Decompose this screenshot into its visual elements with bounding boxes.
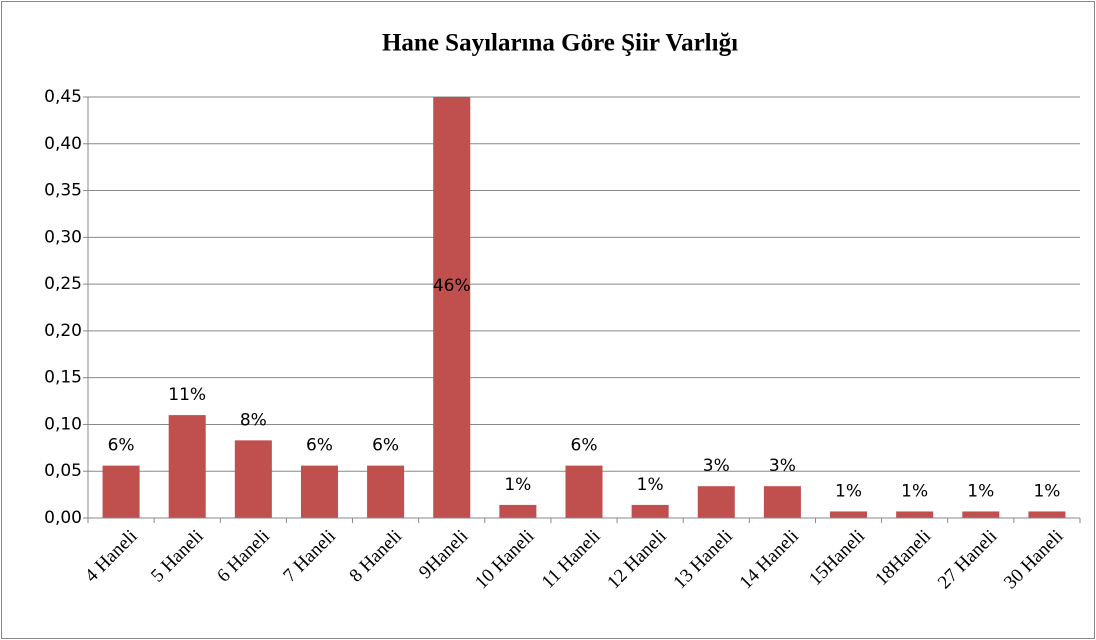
bar bbox=[367, 465, 405, 518]
y-tick-label: 0,30 bbox=[44, 227, 82, 247]
y-tick-label: 0,20 bbox=[44, 321, 82, 341]
value-label: 6% bbox=[306, 436, 333, 456]
value-label: 1% bbox=[901, 481, 928, 501]
value-label: 8% bbox=[240, 410, 267, 430]
value-label: 6% bbox=[108, 436, 135, 456]
y-tick-label: 0,10 bbox=[44, 414, 82, 434]
bar bbox=[631, 504, 669, 518]
value-label: 1% bbox=[967, 481, 994, 501]
chart-title: Hane Sayılarına Göre Şiir Varlığı bbox=[382, 30, 738, 57]
bar bbox=[565, 465, 603, 518]
bar bbox=[168, 415, 206, 518]
y-tick-label: 0,15 bbox=[44, 368, 82, 388]
y-tick-label: 0,40 bbox=[44, 134, 82, 154]
y-tick-label: 0,05 bbox=[44, 461, 82, 481]
bar bbox=[830, 511, 868, 518]
bar bbox=[1028, 511, 1066, 518]
value-label: 11% bbox=[168, 385, 206, 405]
bar bbox=[102, 465, 140, 518]
y-tick-label: 0,25 bbox=[44, 274, 82, 294]
bar bbox=[962, 511, 1000, 518]
y-tick-label: 0,00 bbox=[44, 508, 82, 528]
bar bbox=[433, 97, 471, 518]
bar bbox=[499, 504, 537, 518]
bar bbox=[697, 486, 735, 518]
value-label: 6% bbox=[571, 436, 598, 456]
bar bbox=[234, 440, 272, 518]
bar bbox=[763, 486, 801, 518]
bar bbox=[300, 465, 338, 518]
value-label: 3% bbox=[703, 456, 730, 476]
bar bbox=[896, 511, 934, 518]
value-label: 1% bbox=[504, 475, 531, 495]
value-label: 1% bbox=[835, 481, 862, 501]
value-label: 1% bbox=[637, 475, 664, 495]
value-label: 6% bbox=[372, 436, 399, 456]
value-label: 46% bbox=[433, 276, 471, 296]
value-label: 3% bbox=[769, 456, 796, 476]
y-tick-label: 0,45 bbox=[44, 87, 82, 107]
y-tick-label: 0,35 bbox=[44, 181, 82, 201]
value-label: 1% bbox=[1033, 481, 1060, 501]
